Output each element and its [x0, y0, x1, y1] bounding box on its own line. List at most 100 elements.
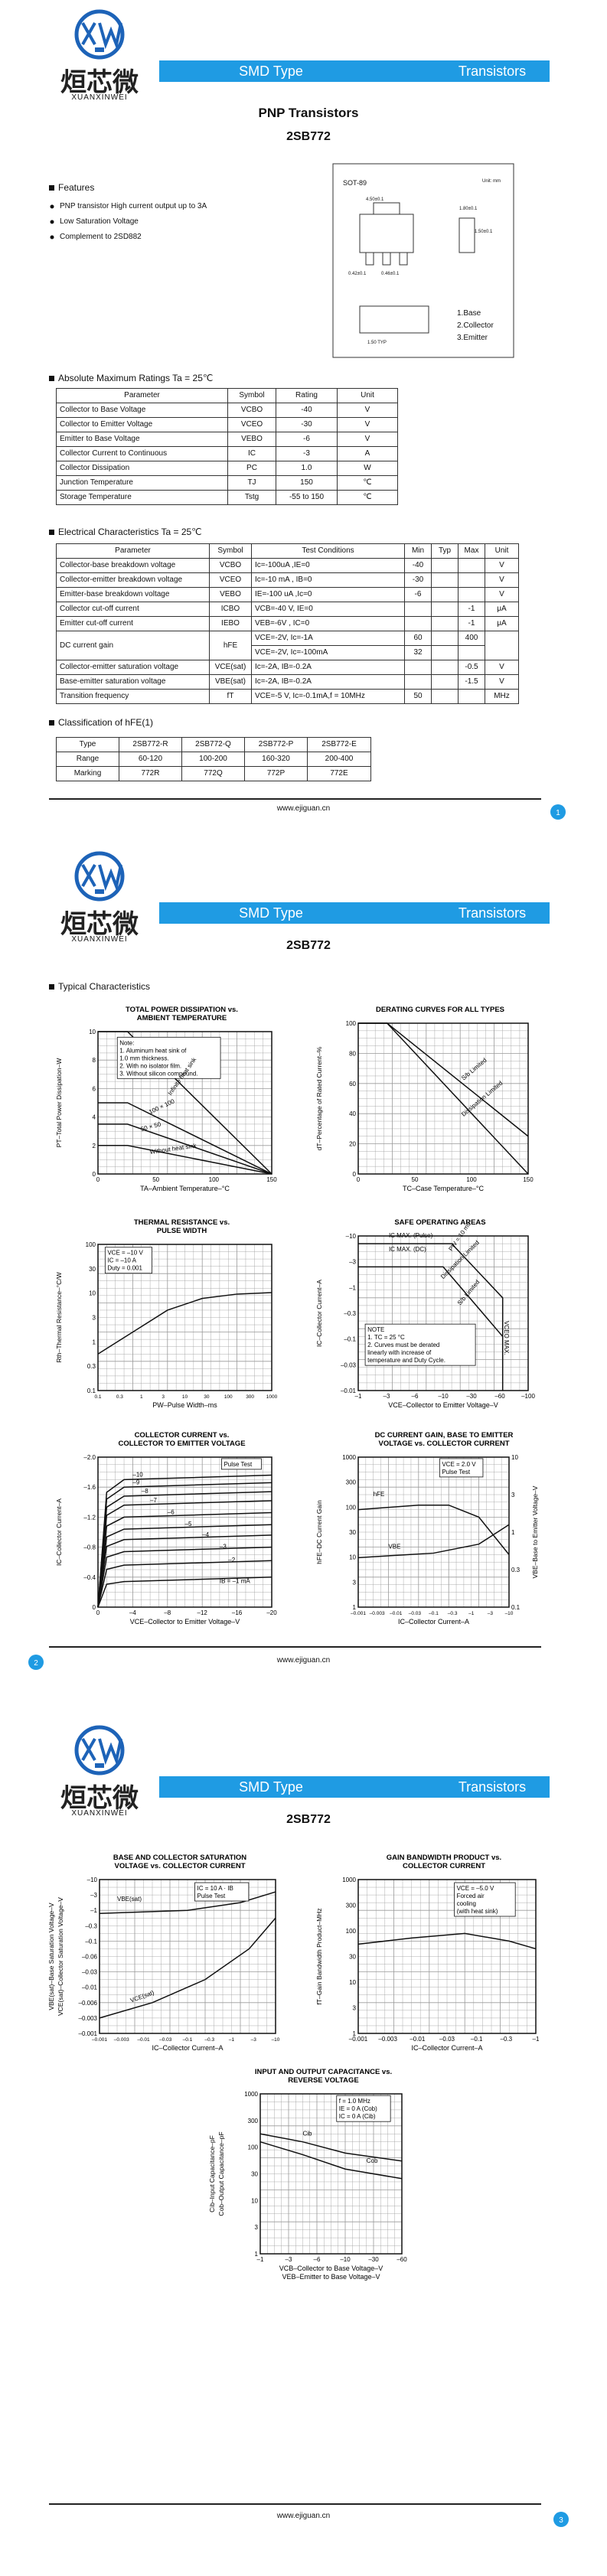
table-cell: Min	[404, 543, 432, 559]
y-tick-label: 0	[353, 1171, 357, 1178]
bullet	[50, 204, 54, 209]
table-cell: VCEO	[209, 572, 252, 588]
table-cell: VCB=-40 V, IE=0	[251, 602, 405, 617]
table-row: Type 2SB772-R 2SB772-Q 2SB772-P 2SB772-E	[56, 737, 371, 752]
table-row: Emitter cut-off current IEBO VEB=-6V , IC=…	[56, 616, 519, 631]
x-tick-label: –0.001	[349, 2036, 368, 2043]
table-cell: V	[485, 558, 519, 573]
table-row: Transition frequency fT VCE=-5 V, Ic=-0.1m…	[56, 689, 519, 704]
curve	[97, 1560, 272, 1608]
table-cell: Typ	[431, 543, 459, 559]
table-cell: fT	[209, 689, 252, 704]
note-text: temperature and Duty Cycle.	[367, 1357, 445, 1364]
bar-left: SMD Type	[239, 905, 303, 921]
logo-dot	[95, 1763, 104, 1768]
y-axis-label: IC–Collector Current–A	[55, 1498, 63, 1566]
x-tick-label: –1	[229, 2037, 235, 2043]
note-text: 3. Without silicon compound.	[119, 1070, 197, 1077]
table-cell: Max	[458, 543, 485, 559]
table-cell: Symbol	[209, 543, 252, 559]
note-text: VCE = –10 V	[107, 1250, 143, 1257]
pin-label: 2.Collector	[457, 321, 494, 330]
table-cell: -40	[404, 558, 432, 573]
table-cell: Ic=-2A, IB=-0.2A	[251, 660, 405, 675]
y-tick-label: 100	[346, 1928, 357, 1935]
table-cell: VCBO	[227, 403, 276, 418]
table-cell: Collector Current to Continuous	[56, 446, 228, 461]
curve	[97, 1546, 272, 1608]
y-tick-label: –1.2	[83, 1514, 96, 1521]
curve-label: –7	[150, 1497, 157, 1504]
table-cell: VCEO	[227, 417, 276, 432]
table-cell: 32	[404, 645, 432, 660]
table-row: DC current gain hFE VCE=-2V, Ic=-1A 60 400	[56, 631, 519, 660]
note-text: Duty = 0.001	[107, 1265, 142, 1272]
feature: Complement to 2SD882	[60, 233, 142, 241]
x-tick-label: 100	[224, 1394, 233, 1400]
table-cell: 60	[404, 631, 432, 646]
note-text: 1.0 mm thickness.	[119, 1055, 168, 1061]
x-axis-label: VCE–Collector to Emitter Voltage–V	[388, 1401, 498, 1409]
package-tab	[373, 202, 400, 215]
curve	[97, 1511, 272, 1608]
bar-left: SMD Type	[239, 64, 303, 79]
table-cell: IE=-100 uA ,Ic=0	[251, 587, 405, 602]
footer-url: www.ejiguan.cn	[276, 1656, 331, 1665]
table-cell: Collector to Emitter Voltage	[56, 417, 228, 432]
y-tick-label: –10	[346, 1233, 357, 1240]
x-tick-label: –0.1	[429, 1611, 439, 1616]
table-cell: DC current gain	[56, 631, 210, 660]
note-text: IE = 0 A (Cob)	[339, 2105, 377, 2112]
x-tick-label: –0.1	[471, 2036, 483, 2043]
y-tick-label: –0.3	[85, 1922, 97, 1929]
x-tick-label: 0.1	[94, 1394, 101, 1400]
graph-title: COLLECTOR TO EMITTER VOLTAGE	[118, 1440, 245, 1448]
table-cell: VCBO	[209, 558, 252, 573]
package-name: SOT-89	[343, 179, 367, 187]
table-cell: 2SB772-Q	[181, 737, 245, 752]
table-cell: TJ	[227, 475, 276, 491]
y-tick-label: –0.01	[82, 1984, 98, 1991]
curve	[98, 1031, 272, 1175]
x-tick-label: 1	[140, 1394, 143, 1400]
table-cell: 772E	[307, 766, 371, 781]
curve-label: VCE(sat)	[129, 1989, 155, 2004]
table-cell: Unit	[337, 388, 398, 403]
y2-axis-label: VBE–Base to Emitter Voltage–V	[531, 1485, 539, 1578]
x-tick-label: –0.3	[204, 2037, 214, 2043]
table-cell	[431, 645, 459, 660]
note-text: Pulse Test	[442, 1469, 471, 1475]
table-cell: -30	[404, 572, 432, 588]
table-cell: VBE(sat)	[209, 674, 252, 690]
curve-label: –6	[168, 1508, 175, 1515]
note-text: IC = 0 A (Cib)	[339, 2113, 376, 2120]
table-cell: V	[337, 432, 398, 447]
y-tick-label: –2.0	[83, 1454, 96, 1461]
curve-label: –5	[185, 1521, 192, 1528]
note-text: Note:	[119, 1039, 134, 1046]
y-tick-label: 100	[346, 1020, 357, 1027]
x-axis-label: IC–Collector Current–A	[398, 1618, 469, 1625]
y-tick-label: 0	[93, 1604, 96, 1611]
table-cell: -0.5	[458, 660, 485, 675]
table-cell: 100-200	[181, 752, 245, 767]
curve	[97, 1524, 272, 1608]
y-tick-label: 1000	[342, 1454, 356, 1461]
x-tick-label: –16	[232, 1609, 243, 1616]
table-cell	[431, 689, 459, 704]
title-bar	[159, 1776, 550, 1798]
package-dim: 0.42±0.1	[348, 272, 367, 276]
x-tick-label: –0.03	[409, 1611, 422, 1616]
footer-url: www.ejiguan.cn	[276, 2512, 331, 2520]
y-tick-label: –0.8	[83, 1544, 96, 1551]
table-cell: ℃	[337, 475, 398, 491]
y-tick-label: 30	[251, 2171, 258, 2178]
table-cell: V	[485, 660, 519, 675]
table-cell: VCE=-2V, Ic=-100mA	[251, 645, 405, 660]
y-tick-label: 1	[353, 2030, 357, 2037]
pin-label: 3.Emitter	[457, 334, 488, 342]
y-tick-label: 20	[349, 1141, 356, 1148]
curve	[357, 1932, 537, 1950]
y-tick-label: 30	[349, 1954, 356, 1961]
footer-url: www.ejiguan.cn	[276, 804, 331, 813]
